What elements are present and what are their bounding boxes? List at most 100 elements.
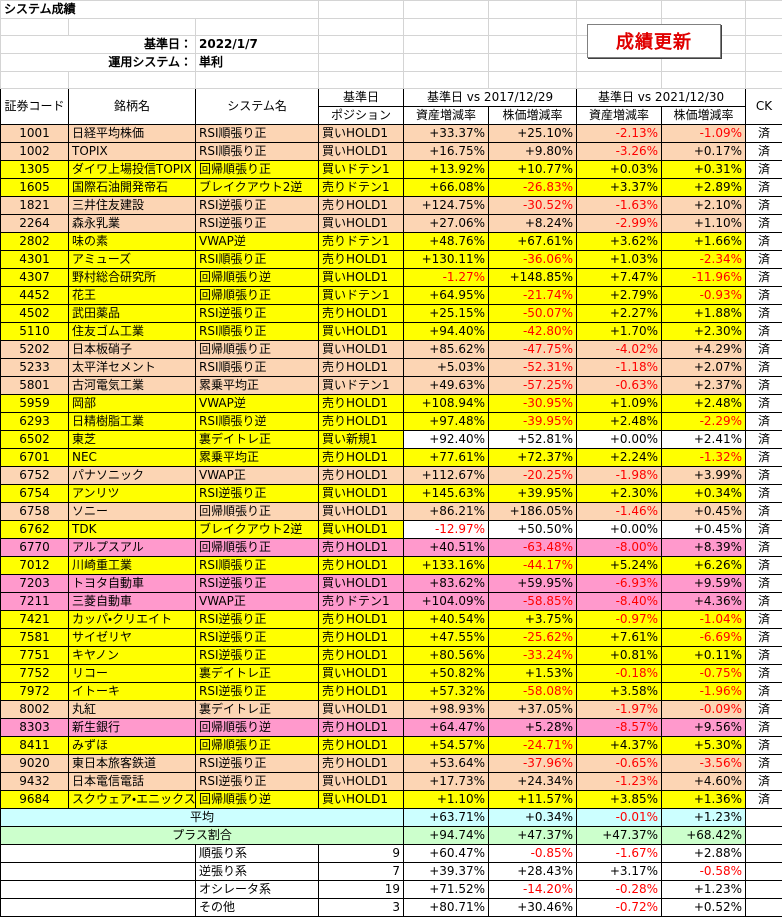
- cell: [0, 880, 196, 899]
- system-name: RSI順張り正: [194, 322, 320, 341]
- position: 買いHOLD1: [318, 772, 405, 791]
- ck: 済: [745, 286, 782, 305]
- stock-name: 新生銀行: [68, 718, 196, 737]
- rate: +8.24%: [488, 214, 578, 233]
- rate: +33.37%: [403, 124, 490, 143]
- system-name: RSI逆張り正: [194, 682, 320, 701]
- stock-row: 2802 味の素 VWAP逆 売りドテン1 +48.76% +67.61% +3.62% +1…: [0, 232, 782, 251]
- column-header: 証券コード: [0, 88, 69, 125]
- stock-row: 9020 東日本旅客鉄道 RSI逆張り正 売りHOLD1 +53.64% -37.96% -…: [0, 754, 782, 773]
- system-name: RSI逆張り正: [194, 574, 320, 593]
- cell: [745, 808, 782, 827]
- group-count: 9: [318, 844, 405, 863]
- rate: -36.06%: [488, 250, 578, 269]
- rate: -0.63%: [576, 376, 663, 395]
- rate: +1.03%: [576, 250, 663, 269]
- code: 6758: [0, 502, 69, 521]
- stock-name: カッパ・クリエイト: [68, 610, 196, 629]
- rate: +2.27%: [576, 304, 663, 323]
- stock-row: 5233 太平洋セメント RSI順張り正 売りHOLD1 +5.03% -52.31% -1…: [0, 358, 782, 377]
- position: 売りHOLD1: [318, 250, 405, 269]
- position: 売りHOLD1: [318, 646, 405, 665]
- cell: [661, 0, 747, 19]
- rate: -39.95%: [488, 412, 578, 431]
- system-name: RSI逆張り正: [194, 754, 320, 773]
- rate: +1.70%: [576, 322, 663, 341]
- rate: +3.37%: [576, 178, 663, 197]
- stock-row: 7211 三菱自動車 VWAP正 売りドテン1 +104.09% -58.85% -8.40…: [0, 592, 782, 611]
- rate: +1.10%: [403, 790, 490, 809]
- rate: -52.31%: [488, 358, 578, 377]
- rate: +2.89%: [661, 178, 747, 197]
- stock-row: 7581 サイゼリヤ RSI逆張り正 売りHOLD1 +47.55% -25.62% +7.…: [0, 628, 782, 647]
- ck: 済: [745, 250, 782, 269]
- rate: -1.46%: [576, 502, 663, 521]
- stock-name: 花王: [68, 286, 196, 305]
- system-name: VWAP正: [194, 592, 320, 611]
- code: 7012: [0, 556, 69, 575]
- cell: [488, 71, 578, 89]
- summary-row: 平均 +63.71% +0.34% -0.01% +1.23%: [0, 808, 782, 827]
- stock-row: 2264 森永乳業 RSI逆張り正 買いHOLD1 +27.06% +8.24% -2.99…: [0, 214, 782, 233]
- rate: +0.45%: [661, 520, 747, 539]
- position: 売りHOLD1: [318, 628, 405, 647]
- rate: +0.34%: [661, 484, 747, 503]
- stock-row: 1605 国際石油開発帝石 ブレイクアウト2逆 売りドテン1 +66.08% -26.83…: [0, 178, 782, 197]
- stock-name: 味の素: [68, 232, 196, 251]
- code: 9432: [0, 772, 69, 791]
- stock-row: 1002 TOPIX RSI順張り正 買いHOLD1 +16.75% +9.80% -3.2…: [0, 142, 782, 161]
- rate: +112.67%: [403, 466, 490, 485]
- rate: +3.99%: [661, 466, 747, 485]
- stock-name: 武田薬品: [68, 304, 196, 323]
- summary-value: +1.23%: [661, 808, 747, 827]
- cell: [403, 71, 490, 89]
- code: 2264: [0, 214, 69, 233]
- group-value: +71.52%: [403, 880, 490, 899]
- rate: -42.80%: [488, 322, 578, 341]
- summary-value: +94.74%: [403, 826, 490, 845]
- position: 売りドテン1: [318, 232, 405, 251]
- ck: 済: [745, 322, 782, 341]
- group-count: 7: [318, 862, 405, 881]
- rate: +83.62%: [403, 574, 490, 593]
- position: 買いHOLD1: [318, 574, 405, 593]
- position: 売りHOLD1: [318, 610, 405, 629]
- system-label: 運用システム：: [0, 53, 196, 72]
- ck: 済: [745, 214, 782, 233]
- rate: -63.48%: [488, 538, 578, 557]
- rate: +3.58%: [576, 682, 663, 701]
- ck: 済: [745, 754, 782, 773]
- summary-row: プラス割合 +94.74% +47.37% +47.37% +68.42%: [0, 826, 782, 845]
- rate: +10.77%: [488, 160, 578, 179]
- stock-name: 古河電気工業: [68, 376, 196, 395]
- group-label: オシレータ系: [194, 880, 320, 899]
- rate: -4.02%: [576, 340, 663, 359]
- ck: 済: [745, 412, 782, 431]
- code: 7752: [0, 664, 69, 683]
- rate: +1.53%: [488, 664, 578, 683]
- cell: [488, 35, 578, 54]
- update-button[interactable]: 成績更新: [587, 24, 721, 58]
- rate: -3.26%: [576, 142, 663, 161]
- code: 8303: [0, 718, 69, 737]
- rate: +7.61%: [576, 628, 663, 647]
- rate: -30.52%: [488, 196, 578, 215]
- stock-name: スクウェア・エニックス: [68, 790, 196, 809]
- rate: -1.32%: [661, 448, 747, 467]
- group-value: +3.17%: [576, 862, 663, 881]
- ck: 済: [745, 466, 782, 485]
- ck: 済: [745, 646, 782, 665]
- rate: +94.40%: [403, 322, 490, 341]
- rate: +0.17%: [661, 142, 747, 161]
- cell: [194, 18, 320, 36]
- code: 9684: [0, 790, 69, 809]
- cell: [68, 71, 196, 89]
- ck: 済: [745, 610, 782, 629]
- ck: 済: [745, 664, 782, 683]
- row: [0, 18, 782, 36]
- stock-name: アンリツ: [68, 484, 196, 503]
- code: 1305: [0, 160, 69, 179]
- rate: -47.75%: [488, 340, 578, 359]
- position: 売りHOLD1: [318, 718, 405, 737]
